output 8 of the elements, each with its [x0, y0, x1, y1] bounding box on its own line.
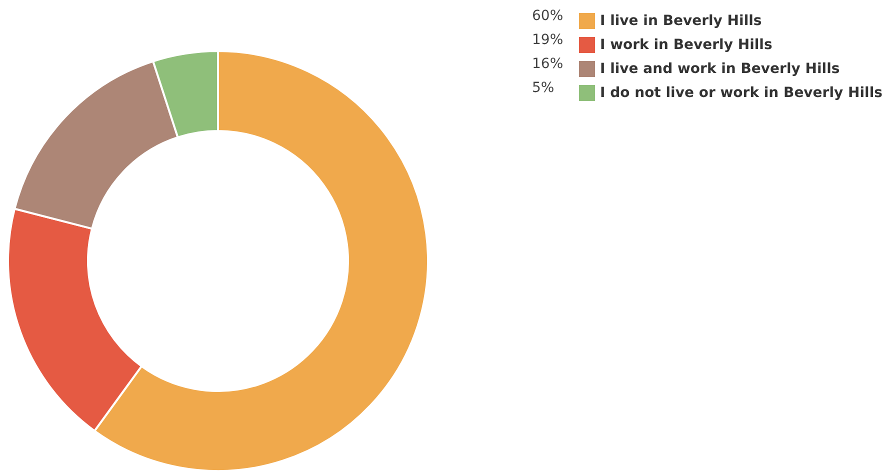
data-label: 60% [532, 8, 564, 24]
data-label: 16% [532, 56, 564, 72]
data-label: 5% [532, 80, 554, 96]
legend-label: I do not live or work in Beverly Hills [600, 85, 882, 101]
legend-label: I work in Beverly Hills [600, 37, 772, 53]
legend-label: I live in Beverly Hills [600, 13, 762, 29]
data-label: 19% [532, 32, 564, 48]
legend-label: I live and work in Beverly Hills [600, 61, 840, 77]
